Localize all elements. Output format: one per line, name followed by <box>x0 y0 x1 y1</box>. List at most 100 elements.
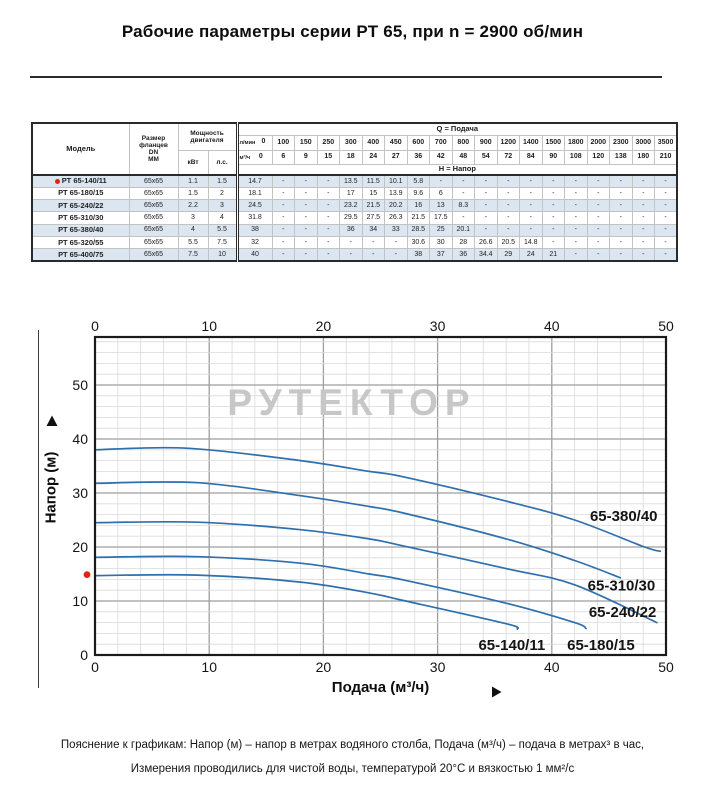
h-value-cell: - <box>541 186 566 201</box>
h-value-cell: - <box>609 174 633 188</box>
h-value-cell: 8.3 <box>451 199 476 213</box>
title-divider-line <box>30 76 662 78</box>
flange-cell: 65х65 <box>128 174 179 188</box>
y-tick-label: 0 <box>80 647 88 663</box>
h-value-cell: 9.6 <box>406 186 431 201</box>
q-value-header: 48 <box>451 149 476 165</box>
h-value-cell: - <box>586 211 611 225</box>
unit-label: м³/ч <box>239 154 251 161</box>
h-value-cell: - <box>519 199 543 213</box>
h-value-cell: 17 <box>339 186 363 201</box>
h-value-cell: - <box>541 211 566 225</box>
h-value-cell: - <box>361 248 386 262</box>
x-axis-label: Подача (м³/ч) <box>331 679 430 696</box>
q-value-header: 180 <box>631 149 656 165</box>
q-value-header: 150 <box>294 134 318 151</box>
flange-cell: 65х65 <box>128 199 179 213</box>
table-row: РТ 65-310/30 65х65 3 4 31.8- - -29.5 27.5 26.3 21… <box>31 211 678 225</box>
h-value-cell: - <box>271 186 296 201</box>
q-value-header: 24 <box>361 149 386 165</box>
h-value-cell: - <box>271 248 296 262</box>
h-value-cell: 20.1 <box>451 223 476 237</box>
h-value-cell: 36 <box>451 248 476 262</box>
h-value-cell: 29 <box>496 248 521 262</box>
q-value-header: 3500 <box>654 134 678 151</box>
h-value-cell: - <box>609 235 633 250</box>
highlight-dot <box>54 178 60 184</box>
h-value-cell: 21.5 <box>406 211 431 225</box>
hp-cell: 5.5 <box>207 223 238 237</box>
kw-cell: 2.2 <box>177 199 209 213</box>
h-value-cell: - <box>564 186 588 201</box>
model-cell: РТ 65-320/55 <box>31 235 130 250</box>
x-tick-label-top: 40 <box>544 318 560 334</box>
footer-note-line1: Пояснение к графикам: Напор (м) – напор … <box>60 739 645 751</box>
x-tick-label-top: 10 <box>201 318 217 334</box>
model-cell: РТ 65-400/75 <box>31 248 130 262</box>
q-value-header: 2000 <box>586 134 611 151</box>
h-value-cell: - <box>496 199 521 213</box>
h-value-cell: 18.1 <box>235 186 273 201</box>
x-tick-label-top: 0 <box>91 318 99 334</box>
q-value-header: 90 <box>541 149 566 165</box>
q-value-header: 2300 <box>609 134 633 151</box>
h-value-cell: - <box>631 174 656 188</box>
h-value-cell: - <box>496 174 521 188</box>
h-value-cell: - <box>586 199 611 213</box>
h-value-cell: - <box>384 248 408 262</box>
y-tick-label: 30 <box>72 485 88 501</box>
hp-cell: 4 <box>207 211 238 225</box>
h-value-cell: - <box>474 199 498 213</box>
x-tick-label-top: 30 <box>430 318 446 334</box>
h-value-cell: - <box>631 248 656 262</box>
h-value-cell: - <box>316 199 341 213</box>
col-header-hp: л.с. <box>207 149 238 176</box>
h-value-cell: - <box>271 199 296 213</box>
h-value-cell: - <box>496 211 521 225</box>
h-value-cell: - <box>654 248 678 262</box>
table-row: РТ 65-140/11 65х65 1.1 1.5 14.7- - -13.5 11.5 10… <box>31 174 678 188</box>
h-value-cell: - <box>519 211 543 225</box>
x-tick-label-bottom: 0 <box>91 659 99 675</box>
q-value-header: 6 <box>271 149 296 165</box>
q-value-header: 600 <box>406 134 431 151</box>
h-value-cell: 21.5 <box>361 199 386 213</box>
h-value-cell: - <box>541 235 566 250</box>
h-value-cell: - <box>654 235 678 250</box>
curve-label: 65-140/11 <box>478 637 545 654</box>
x-tick-label-bottom: 30 <box>430 659 446 675</box>
h-value-cell: - <box>519 223 543 237</box>
q-value-header: 800 <box>451 134 476 151</box>
h-value-cell: 20.2 <box>384 199 408 213</box>
x-tick-label-top: 20 <box>316 318 332 334</box>
h-value-cell: 36 <box>339 223 363 237</box>
h-value-cell: 10.1 <box>384 174 408 188</box>
h-title: Н = Напор <box>235 163 678 176</box>
table-row: РТ 65-400/75 65х65 7.5 10 40- - - - - -38 37 36 34.4… <box>31 248 678 262</box>
h-value-cell: - <box>564 235 588 250</box>
table-row: РТ 65-320/55 65х65 5.5 7.5 32- - - - - -30.6 30 28 2… <box>31 235 678 250</box>
table-row: РТ 65-240/22 65х65 2.2 3 24.5- - -23.2 21.5 20.2… <box>31 199 678 213</box>
flange-cell: 65х65 <box>128 235 179 250</box>
h-value-cell: - <box>451 174 476 188</box>
pump-curve-65-140/11 <box>94 573 520 630</box>
model-cell: РТ 65-240/22 <box>31 199 130 213</box>
y-tick-label: 20 <box>72 539 88 555</box>
model-cell: РТ 65-310/30 <box>31 211 130 225</box>
h-value-cell: 24.5 <box>235 199 273 213</box>
curve-label: 65-180/15 <box>567 637 635 654</box>
h-value-cell: 28.5 <box>406 223 431 237</box>
h-value-cell: - <box>271 174 296 188</box>
h-value-cell: - <box>519 186 543 201</box>
q-value-header: 400 <box>361 134 386 151</box>
h-value-cell: 34 <box>361 223 386 237</box>
h-value-cell: - <box>294 199 318 213</box>
x-tick-label-bottom: 50 <box>658 659 674 675</box>
h-value-cell: - <box>271 235 296 250</box>
hp-cell: 3 <box>207 199 238 213</box>
h-value-cell: 15 <box>361 186 386 201</box>
table-row: РТ 65-380/40 65х65 4 5.5 38- - -36 34 33 28.5 25 20… <box>31 223 678 237</box>
h-value-cell: 6 <box>429 186 453 201</box>
h-value-cell: 13 <box>429 199 453 213</box>
h-value-cell: - <box>496 186 521 201</box>
